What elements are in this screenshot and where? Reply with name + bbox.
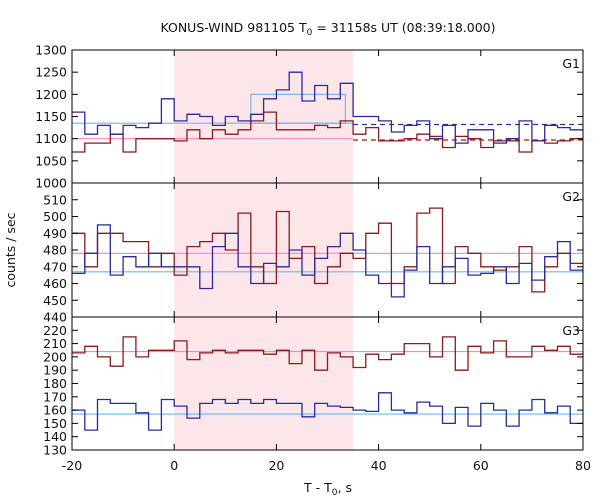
panel-g3-y-tick-label: 220	[43, 323, 67, 338]
panel-g1-y-tick-label: 1000	[35, 176, 67, 191]
panel-g1-label: G1	[562, 56, 580, 71]
panel-g3-y-tick-label: 140	[43, 429, 67, 444]
x-tick-label: 60	[473, 458, 489, 473]
x-axis-label-subscript: 0	[332, 488, 338, 498]
panel-g3-series-red	[72, 336, 583, 371]
panel-g2-y-tick-label: 440	[43, 310, 67, 325]
x-tick-label: -20	[62, 458, 82, 473]
panel-g3-y-tick-label: 210	[43, 336, 67, 351]
panel-g2-y-tick-label: 460	[43, 276, 67, 291]
chart-title: KONUS-WIND 981105 T0 = 31158s UT (08:39:…	[160, 20, 495, 38]
panel-g2-y-tick-label: 490	[43, 226, 67, 241]
x-axis-label-main: T - T	[303, 480, 332, 495]
panel-g3-y-tick-label: 180	[43, 376, 67, 391]
x-tick-label: 20	[268, 458, 284, 473]
panel-g1-y-tick-label: 1300	[35, 43, 67, 58]
chart-title-subscript: 0	[307, 28, 313, 38]
panel-g1-series-blue	[72, 71, 583, 144]
panel-g3-y-tick-label: 170	[43, 389, 67, 404]
x-axis-label: T - T0, s	[303, 480, 352, 498]
panel-g1-y-tick-label: 1050	[35, 153, 67, 168]
panel-g3-y-tick-label: 150	[43, 416, 67, 431]
chart-title-main: KONUS-WIND 981105 T	[160, 20, 306, 35]
panel-g1-y-tick-label: 1250	[35, 65, 67, 80]
panel-g2-y-tick-label: 450	[43, 293, 67, 308]
panel-g3-label: G3	[562, 323, 580, 338]
panel-g3-y-tick-label: 200	[43, 349, 67, 364]
x-tick-label: 0	[170, 458, 178, 473]
panel-g3-y-tick-label: 160	[43, 403, 67, 418]
panel-g3-series-blue	[72, 392, 583, 431]
panel-g2-y-tick-label: 470	[43, 259, 67, 274]
panel-g2-series-blue	[72, 224, 583, 298]
panel-g2-label: G2	[562, 189, 580, 204]
panel-g2-series-red	[72, 207, 583, 293]
panel-g3-y-tick-label: 130	[43, 443, 67, 458]
y-axis-label: counts / sec	[3, 212, 18, 287]
chart-title-rest: = 31158s UT (08:39:18.000)	[312, 20, 495, 35]
panel-g1-y-tick-label: 1200	[35, 87, 67, 102]
panel-g3-y-tick-label: 190	[43, 363, 67, 378]
panel-g1-y-tick-label: 1150	[35, 109, 67, 124]
x-axis-label-rest: , s	[338, 480, 352, 495]
panel-g2-y-tick-label: 510	[43, 192, 67, 207]
panel-g2-y-tick-label: 500	[43, 209, 67, 224]
x-tick-label: 40	[371, 458, 387, 473]
x-tick-label: 80	[575, 458, 591, 473]
panel-g2-y-tick-label: 480	[43, 243, 67, 258]
panel-g1-y-tick-label: 1100	[35, 131, 67, 146]
panels-layer: 1000105011001150120012501300G14404504604…	[35, 43, 591, 474]
